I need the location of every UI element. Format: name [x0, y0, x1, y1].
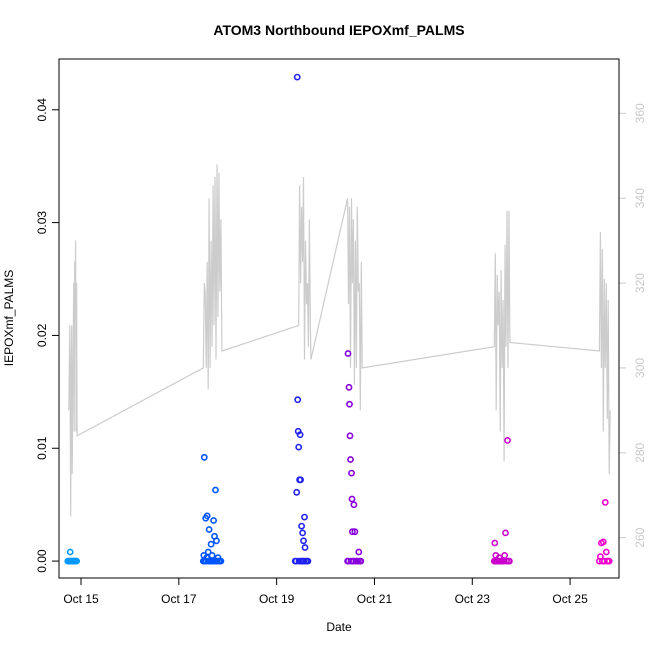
- y2-tick-label: 320: [633, 273, 647, 293]
- x-axis-label: Date: [326, 620, 352, 634]
- data-point: [293, 488, 301, 496]
- data-point: [294, 396, 302, 404]
- data-point: [348, 469, 355, 477]
- data-point: [602, 548, 610, 556]
- data-point: [297, 476, 304, 484]
- data-point: [210, 517, 217, 524]
- secondary-axis-line: [68, 164, 611, 517]
- data-point: [504, 436, 511, 444]
- data-point: [207, 540, 215, 548]
- data-point: [346, 400, 353, 408]
- y2-tick-label: 260: [633, 527, 647, 547]
- data-point: [217, 557, 225, 565]
- data-point: [73, 557, 80, 565]
- data-point: [212, 486, 219, 494]
- series-3: [344, 350, 365, 565]
- y2-tick-label: 360: [633, 103, 647, 123]
- data-point: [301, 544, 309, 551]
- data-point: [355, 548, 363, 556]
- data-point: [351, 528, 359, 536]
- y-tick-label: 0.04: [35, 98, 49, 122]
- data-point: [348, 528, 356, 536]
- series-0: [64, 548, 80, 565]
- secondary-line-layer: [68, 164, 611, 517]
- y2-tick-label: 300: [633, 358, 647, 378]
- y-tick-label: 0.02: [35, 323, 49, 347]
- data-point: [205, 526, 213, 533]
- data-point: [66, 548, 74, 556]
- y-tick-label: 0.01: [35, 436, 49, 460]
- y2-tick-label: 280: [633, 442, 647, 462]
- data-point: [605, 557, 613, 565]
- data-point: [348, 495, 356, 503]
- data-point: [349, 557, 357, 565]
- data-point: [203, 512, 211, 520]
- series-5: [596, 498, 613, 565]
- data-point: [345, 383, 353, 391]
- series-2: [291, 73, 312, 565]
- data-point: [599, 538, 607, 546]
- data-point: [357, 557, 365, 565]
- x-tick-label: Oct 17: [161, 592, 197, 606]
- y2-tick-label: 340: [633, 188, 647, 208]
- data-point: [347, 456, 354, 463]
- data-point: [296, 431, 304, 439]
- data-point: [213, 537, 220, 545]
- y-tick-label: 0.00: [35, 549, 49, 573]
- data-point: [295, 443, 303, 451]
- data-point: [301, 513, 308, 521]
- x-tick-label: Oct 19: [259, 592, 295, 606]
- data-point: [299, 529, 306, 537]
- data-point: [505, 557, 513, 565]
- x-tick-label: Oct 21: [357, 592, 393, 606]
- y-tick-label: 0.03: [35, 211, 49, 235]
- series-4: [490, 436, 513, 565]
- data-point: [200, 453, 208, 461]
- x-tick-label: Oct 23: [455, 592, 491, 606]
- data-point: [346, 432, 354, 440]
- x-tick-label: Oct 25: [552, 592, 588, 606]
- data-point: [298, 522, 305, 530]
- plot-frame: [58, 58, 620, 579]
- x-tick-label: Oct 15: [63, 592, 99, 606]
- data-point: [491, 539, 499, 547]
- data-point: [501, 552, 508, 559]
- y-axis-label: IEPOXmf_PALMS: [2, 270, 16, 366]
- data-point: [204, 548, 212, 556]
- data-point: [300, 537, 307, 545]
- chart-title: ATOM3 Northbound IEPOXmf_PALMS: [213, 22, 464, 38]
- data-point: [293, 73, 301, 81]
- data-point: [350, 501, 358, 509]
- points-layer: [64, 73, 613, 565]
- data-point: [601, 498, 609, 506]
- data-point: [304, 557, 312, 565]
- data-point: [344, 350, 352, 357]
- series-1: [199, 453, 225, 565]
- data-point: [502, 529, 509, 537]
